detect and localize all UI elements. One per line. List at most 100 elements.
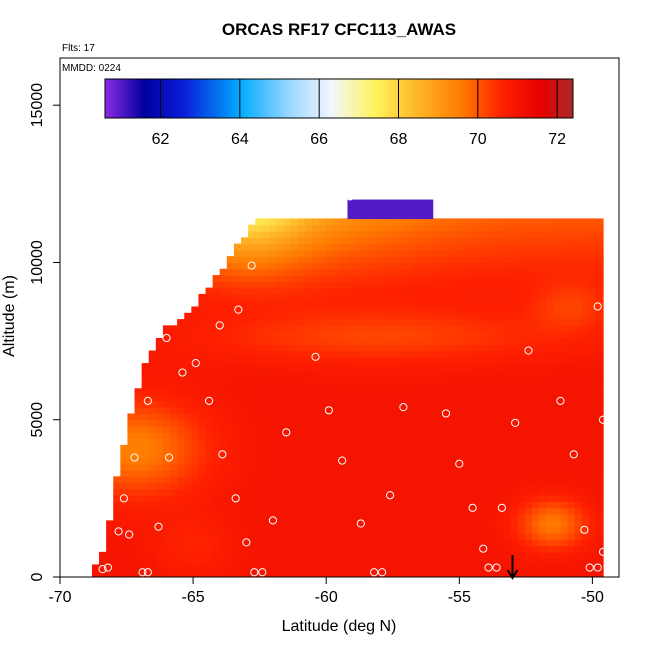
field-cell	[290, 375, 299, 383]
field-cell	[397, 419, 405, 427]
field-cell	[120, 463, 129, 471]
field-cell	[283, 426, 292, 433]
field-cell	[482, 570, 491, 577]
field-cell	[269, 407, 278, 415]
field-cell	[482, 476, 491, 484]
field-cell	[99, 570, 107, 577]
field-cell	[539, 275, 547, 282]
field-cell	[382, 407, 391, 415]
field-cell	[553, 413, 562, 421]
field-cell	[297, 375, 306, 383]
field-cell	[340, 451, 349, 459]
field-cell	[524, 300, 533, 308]
field-cell	[475, 539, 483, 547]
field-cell	[524, 281, 533, 289]
field-cell	[226, 325, 235, 333]
field-cell	[567, 514, 576, 521]
field-cell	[404, 564, 412, 572]
field-cell	[276, 419, 285, 427]
field-cell	[184, 470, 192, 477]
field-cell	[517, 231, 526, 238]
field-cell	[453, 564, 462, 572]
field-cell	[461, 331, 469, 339]
field-cell	[326, 558, 334, 566]
field-cell	[311, 451, 320, 459]
field-cell	[567, 375, 576, 383]
field-cell	[581, 470, 590, 477]
field-cell	[368, 507, 377, 515]
field-cell	[326, 444, 334, 452]
field-cell	[290, 381, 299, 389]
field-cell	[475, 243, 483, 251]
field-cell	[141, 507, 150, 515]
field-cell	[361, 463, 370, 471]
field-cell	[553, 256, 562, 264]
field-cell	[595, 268, 604, 276]
field-cell	[482, 438, 491, 446]
field-cell	[532, 514, 540, 521]
field-cell	[475, 507, 483, 515]
field-cell	[304, 520, 313, 528]
field-cell	[233, 551, 242, 559]
field-cell	[255, 539, 263, 547]
field-cell	[290, 344, 299, 352]
field-cell	[375, 256, 384, 264]
field-cell	[390, 526, 398, 534]
field-cell	[503, 312, 512, 320]
field-cell	[127, 501, 136, 509]
field-cell	[340, 413, 349, 421]
field-cell	[404, 237, 412, 245]
field-cell	[397, 275, 405, 282]
field-cell	[354, 394, 363, 402]
field-cell	[233, 526, 242, 534]
field-cell	[212, 526, 221, 534]
field-cell	[581, 369, 590, 377]
field-cell	[475, 325, 483, 333]
field-cell	[141, 564, 150, 572]
field-cell	[418, 507, 427, 515]
field-cell	[141, 558, 150, 566]
field-cell	[269, 350, 278, 358]
field-cell	[205, 350, 214, 358]
field-cell	[595, 388, 604, 396]
field-cell	[241, 388, 249, 396]
field-cell	[532, 451, 540, 459]
field-cell	[233, 532, 242, 540]
field-cell	[532, 407, 540, 415]
field-cell	[177, 539, 185, 547]
field-cell	[510, 419, 519, 427]
field-cell	[269, 231, 278, 238]
sample-point	[593, 563, 602, 572]
field-cell	[588, 363, 597, 370]
field-cell	[404, 470, 412, 477]
field-cell	[134, 463, 143, 471]
sample-point	[231, 494, 240, 503]
field-cell	[347, 426, 356, 433]
field-cell	[219, 356, 228, 364]
field-cell	[375, 281, 384, 289]
field-cell	[368, 281, 377, 289]
field-cell	[290, 407, 299, 415]
x-axis-label: Latitude (deg N)	[282, 618, 397, 635]
sample-point	[441, 409, 451, 418]
field-cell	[319, 231, 327, 238]
field-cell	[269, 526, 278, 534]
field-cell	[453, 507, 462, 515]
field-cell	[233, 381, 242, 389]
field-cell	[198, 426, 207, 433]
field-cell	[226, 564, 235, 572]
field-cell	[489, 551, 498, 559]
field-cell	[184, 476, 192, 484]
field-cell	[560, 231, 569, 238]
field-cell	[241, 532, 249, 540]
field-cell	[347, 319, 356, 326]
field-cell	[226, 319, 235, 326]
field-cell	[219, 350, 228, 358]
field-cell	[226, 413, 235, 421]
field-cell	[439, 281, 448, 289]
field-cell	[574, 369, 583, 377]
field-cell	[560, 564, 569, 572]
field-cell	[532, 356, 540, 364]
field-cell	[347, 268, 356, 276]
field-cell	[340, 564, 349, 572]
